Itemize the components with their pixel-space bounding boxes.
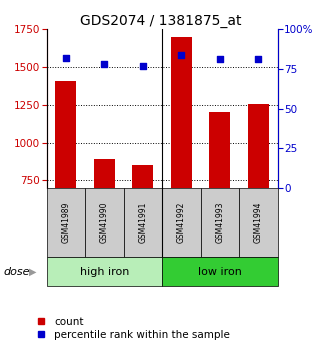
Text: high iron: high iron (80, 267, 129, 277)
Point (256, 57, 261, 62)
Bar (248, 104, 269, 188)
Point (179, 52, 184, 58)
Bar (124, 188, 162, 257)
Text: low iron: low iron (198, 267, 242, 277)
Bar (132, 165, 153, 188)
Point (102, 61, 107, 67)
Text: GDS2074 / 1381875_at: GDS2074 / 1381875_at (80, 14, 241, 28)
Bar (162, 188, 201, 257)
Text: ▶: ▶ (29, 267, 36, 277)
Bar (171, 37, 192, 188)
Bar (47, 188, 85, 257)
Bar (55, 81, 76, 188)
Bar (209, 112, 230, 188)
Bar (239, 188, 278, 257)
Text: dose: dose (3, 267, 30, 277)
Text: GSM41990: GSM41990 (100, 202, 109, 243)
Bar (94, 159, 115, 188)
Text: GSM41989: GSM41989 (61, 202, 70, 243)
Text: GSM41993: GSM41993 (215, 202, 224, 243)
Bar (201, 188, 239, 257)
Point (63, 55, 68, 61)
Point (217, 57, 222, 62)
Point (140, 63, 145, 69)
Text: GSM41992: GSM41992 (177, 202, 186, 243)
Legend: count, percentile rank within the sample: count, percentile rank within the sample (37, 317, 230, 340)
Bar (162, 257, 278, 286)
Text: GSM41991: GSM41991 (138, 202, 147, 243)
Bar (47, 257, 162, 286)
Text: GSM41994: GSM41994 (254, 202, 263, 243)
Bar (85, 188, 124, 257)
